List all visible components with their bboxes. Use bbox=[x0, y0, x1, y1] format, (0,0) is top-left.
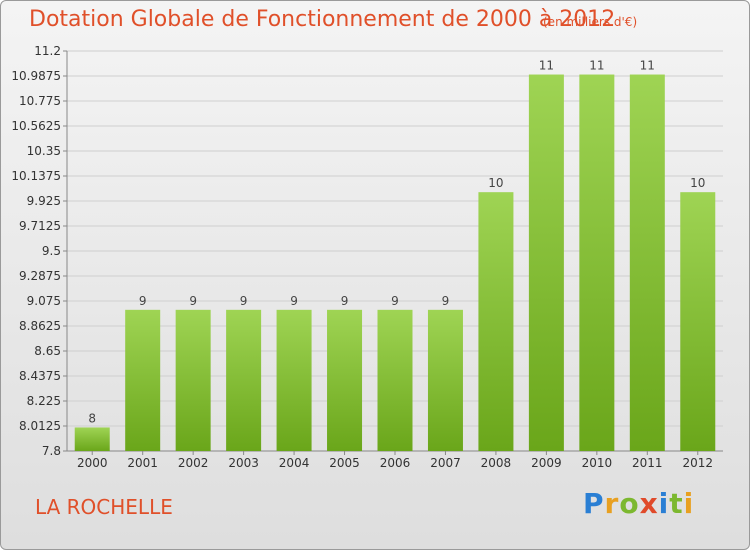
data-label: 9 bbox=[240, 294, 248, 308]
y-tick-label: 8.0125 bbox=[19, 419, 61, 433]
bar-2007 bbox=[427, 309, 463, 451]
bar-2002 bbox=[175, 309, 211, 451]
bar-2009 bbox=[528, 74, 564, 451]
bar-2012 bbox=[680, 192, 716, 452]
label-layer: 8 9 9 9 9 9 9 9 10 11 11 11 10 bbox=[88, 59, 705, 426]
data-label: 9 bbox=[189, 294, 197, 308]
y-tick-label: 10.5625 bbox=[11, 119, 61, 133]
y-tick-label: 10.9875 bbox=[11, 69, 61, 83]
x-tick-label: 2004 bbox=[279, 456, 310, 470]
data-label: 11 bbox=[640, 59, 655, 73]
logo-letter: P bbox=[583, 487, 605, 520]
data-label: 11 bbox=[589, 59, 604, 73]
x-tick-label: 2005 bbox=[329, 456, 360, 470]
y-tick-label: 9.075 bbox=[27, 294, 61, 308]
x-tick-label: 2003 bbox=[228, 456, 259, 470]
y-tick-label: 7.8 bbox=[42, 444, 61, 458]
y-tick-label: 10.35 bbox=[27, 144, 61, 158]
bar-2011 bbox=[629, 74, 665, 451]
proxiti-logo: Proxiti bbox=[583, 487, 694, 520]
y-tick-label: 9.7125 bbox=[19, 219, 61, 233]
x-tick-label: 2007 bbox=[430, 456, 461, 470]
y-tick-label: 10.775 bbox=[19, 94, 61, 108]
y-tick-label: 10.1375 bbox=[11, 169, 61, 183]
data-label: 9 bbox=[341, 294, 349, 308]
bar-2001 bbox=[125, 309, 161, 451]
logo-letter: r bbox=[604, 487, 620, 520]
x-tick-label: 2009 bbox=[531, 456, 562, 470]
bar-2006 bbox=[377, 309, 413, 451]
y-tick-label: 9.5 bbox=[42, 244, 61, 258]
bar-layer bbox=[74, 74, 716, 452]
bar-2008 bbox=[478, 192, 514, 452]
unit-note: (en milliers d'€) bbox=[543, 15, 638, 29]
logo-letter: o bbox=[619, 487, 640, 520]
y-tick-label: 11.2 bbox=[34, 44, 61, 58]
logo-letter: i bbox=[658, 487, 670, 520]
x-tick-label: 2012 bbox=[682, 456, 713, 470]
x-tick-label: 2008 bbox=[481, 456, 512, 470]
data-label: 9 bbox=[290, 294, 298, 308]
bar-2005 bbox=[327, 309, 363, 451]
data-label: 9 bbox=[139, 294, 147, 308]
place-name: LA ROCHELLE bbox=[35, 495, 173, 519]
bar-2004 bbox=[276, 309, 312, 451]
y-tick-label: 8.4375 bbox=[19, 369, 61, 383]
x-tick-label: 2006 bbox=[380, 456, 411, 470]
logo-letter: x bbox=[639, 487, 659, 520]
data-label: 11 bbox=[539, 59, 554, 73]
y-tick-label: 8.8625 bbox=[19, 319, 61, 333]
data-label: 8 bbox=[88, 411, 96, 425]
x-tick-label: 2011 bbox=[632, 456, 663, 470]
data-label: 9 bbox=[391, 294, 399, 308]
bar-2003 bbox=[226, 309, 262, 451]
y-tick-label: 8.225 bbox=[27, 394, 61, 408]
y-tick-label: 8.65 bbox=[34, 344, 61, 358]
data-label: 9 bbox=[442, 294, 450, 308]
x-tick-label: 2002 bbox=[178, 456, 209, 470]
data-label: 10 bbox=[690, 176, 705, 190]
x-tick-label: 2010 bbox=[582, 456, 613, 470]
chart-title: Dotation Globale de Fonctionnement de 20… bbox=[29, 7, 616, 32]
x-tick-label: 2001 bbox=[127, 456, 158, 470]
bar-2010 bbox=[579, 74, 615, 451]
x-tick-label: 2000 bbox=[77, 456, 108, 470]
y-tick-label: 9.925 bbox=[27, 194, 61, 208]
axis-layer: 7.8 8.0125 8.225 8.4375 8.65 8.8625 9.075 9.287… bbox=[11, 44, 723, 470]
y-tick-label: 9.2875 bbox=[19, 269, 61, 283]
logo-letter: t bbox=[669, 487, 684, 520]
data-label: 10 bbox=[488, 176, 503, 190]
logo-letter: i bbox=[683, 487, 695, 520]
bar-2000 bbox=[74, 427, 110, 451]
